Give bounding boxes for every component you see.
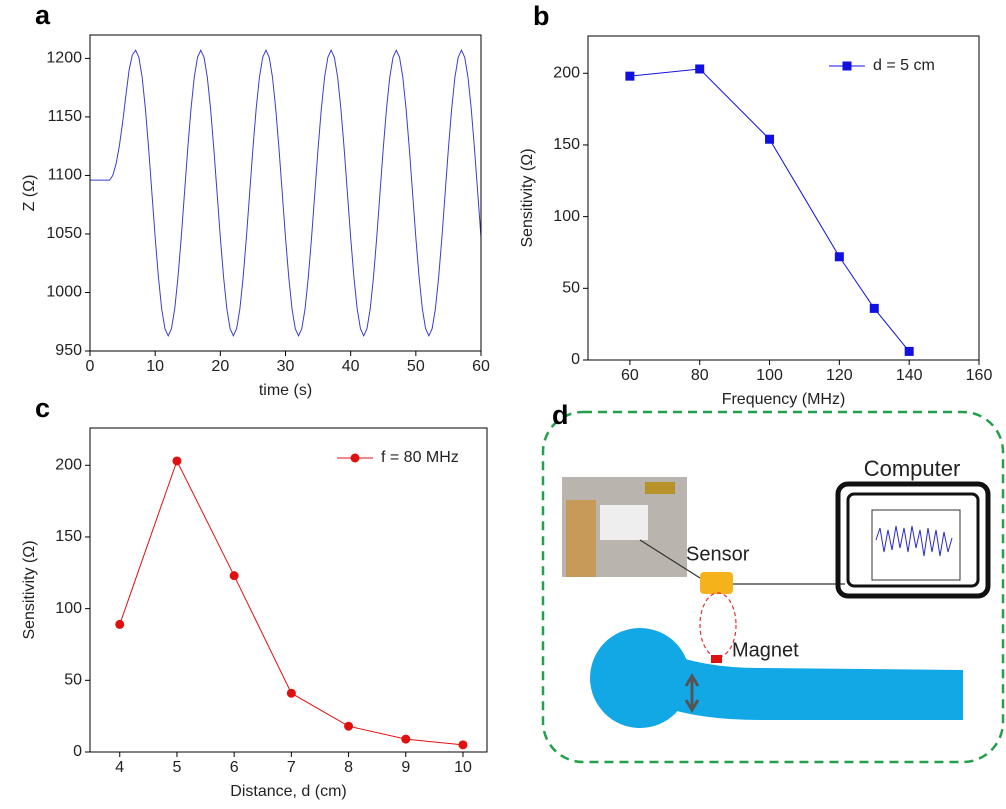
y-tick-label: 200 (55, 456, 82, 473)
y-tick-label: 0 (571, 351, 580, 368)
y-axis-label: Z (Ω) (21, 175, 38, 212)
x-tick-label: 10 (146, 358, 164, 375)
x-tick-label: 140 (896, 367, 923, 384)
y-tick-label: 100 (553, 208, 580, 225)
marker (458, 740, 468, 750)
x-tick-label: 0 (86, 358, 95, 375)
connector (645, 482, 675, 494)
y-tick-label: 1100 (48, 167, 83, 184)
y-tick-label: 1200 (46, 50, 82, 67)
legend-label: d = 5 cm (873, 57, 935, 74)
series-line (119, 459, 464, 746)
y-axis-label: Sensitivity (Ω) (21, 540, 38, 639)
y-tick-label: 150 (55, 528, 82, 545)
marker (695, 64, 705, 74)
y-tick-label: 50 (562, 280, 580, 297)
field-lines (699, 592, 737, 658)
x-axis-label: time (s) (259, 382, 312, 399)
marker (344, 721, 354, 731)
x-tick-label: 100 (756, 367, 783, 384)
marker (115, 619, 125, 629)
marker (229, 571, 239, 581)
x-axis-label: Distance, d (cm) (230, 783, 346, 800)
x-tick-label: 60 (472, 358, 490, 375)
series-line (90, 49, 482, 337)
panel-label: d (552, 400, 569, 430)
y-tick-label: 200 (553, 64, 580, 81)
dashed-frame (541, 410, 1005, 764)
plot-frame (89, 427, 488, 753)
x-tick-label: 5 (172, 759, 181, 776)
sensor-label: Sensor (686, 543, 750, 565)
magnet (711, 655, 722, 663)
legend-marker (842, 61, 852, 71)
computer-label: Computer (864, 456, 961, 481)
x-tick-label: 60 (621, 367, 639, 384)
x-tick-label: 30 (277, 358, 295, 375)
x-tick-label: 9 (401, 759, 410, 776)
plot-frame (587, 35, 980, 361)
ruler (566, 500, 596, 577)
sensor-board (600, 505, 648, 540)
motion-arrow (684, 673, 700, 713)
marker (286, 688, 296, 698)
x-tick-label: 8 (344, 759, 353, 776)
panel-label: c (35, 393, 50, 423)
diagram: d Sensor Computer Magnet (541, 400, 1005, 764)
y-tick-label: 100 (55, 600, 82, 617)
panel-label: a (35, 0, 51, 30)
x-tick-label: 4 (115, 759, 124, 776)
marker (904, 346, 914, 356)
plot-frame (89, 34, 482, 352)
marker (172, 456, 182, 466)
marker (834, 252, 844, 262)
y-tick-label: 50 (64, 672, 82, 689)
y-axis-label: Sensitivity (Ω) (519, 148, 536, 247)
screen-trace (875, 525, 953, 557)
x-tick-label: 20 (211, 358, 229, 375)
legend-label: f = 80 MHz (381, 449, 459, 466)
x-axis-label: Frequency (MHz) (722, 391, 846, 408)
y-tick-label: 1050 (46, 225, 82, 242)
computer (835, 481, 991, 599)
y-tick-label: 950 (55, 342, 82, 359)
x-tick-label: 7 (287, 759, 296, 776)
x-tick-label: 10 (454, 759, 472, 776)
magnet-label: Magnet (732, 639, 799, 661)
sensor (700, 572, 733, 594)
y-tick-label: 1000 (46, 284, 82, 301)
x-tick-label: 160 (966, 367, 993, 384)
pointer (639, 539, 701, 579)
legend-marker (350, 453, 360, 463)
y-tick-label: 0 (73, 743, 82, 760)
body (660, 650, 963, 720)
series-line (629, 68, 910, 352)
y-tick-label: 150 (553, 136, 580, 153)
x-tick-label: 6 (230, 759, 239, 776)
y-tick-label: 1150 (48, 108, 83, 125)
marker (765, 134, 775, 144)
computer-bezel (846, 492, 980, 588)
x-tick-label: 50 (407, 358, 425, 375)
x-tick-label: 120 (826, 367, 853, 384)
marker (401, 734, 411, 744)
screen (871, 509, 961, 581)
marker (625, 71, 635, 81)
x-tick-label: 80 (691, 367, 709, 384)
panel-label: b (533, 1, 550, 31)
marker (869, 303, 879, 313)
x-tick-label: 40 (342, 358, 360, 375)
